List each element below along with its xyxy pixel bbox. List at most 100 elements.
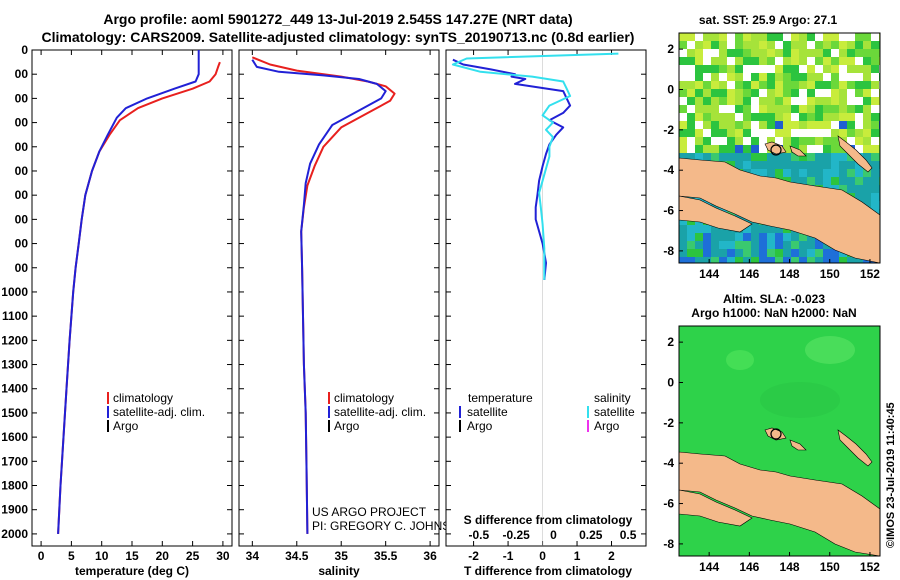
sst-cell	[743, 233, 751, 241]
sst-cell	[767, 105, 775, 113]
sst-cell	[839, 89, 847, 97]
sst-cell	[815, 137, 823, 145]
sst-cell	[759, 233, 767, 241]
depth-tick-label: 00	[15, 116, 29, 130]
sst-cell	[791, 137, 799, 145]
x-tick-label: 5	[68, 549, 75, 563]
sst-cell	[807, 153, 815, 161]
sst-cell	[807, 121, 815, 129]
sst-cell	[759, 89, 767, 97]
sst-cell	[799, 169, 807, 177]
sst-cell	[839, 161, 847, 169]
sst-cell	[775, 73, 783, 81]
sst-cell	[743, 57, 751, 65]
sst-cell	[823, 249, 831, 257]
sst-cell	[839, 81, 847, 89]
sst-cell	[751, 145, 759, 153]
map-x-tick-label: 150	[820, 560, 840, 574]
sst-cell	[863, 41, 871, 49]
sst-cell	[783, 57, 791, 65]
sst-cell	[871, 73, 879, 81]
sst-cell	[735, 153, 743, 161]
sst-cell	[679, 217, 687, 225]
sst-cell	[839, 57, 847, 65]
sst-cell	[695, 97, 703, 105]
sst-cell	[823, 113, 831, 121]
sst-cell	[799, 241, 807, 249]
sst-cell	[695, 249, 703, 257]
sst-cell	[735, 65, 743, 73]
sst-cell	[679, 241, 687, 249]
sst-cell	[871, 145, 879, 153]
s-diff-tick-label: 0	[550, 528, 557, 542]
sst-cell	[743, 97, 751, 105]
sst-cell	[711, 241, 719, 249]
sst-cell	[687, 153, 695, 161]
sst-cell	[863, 73, 871, 81]
sst-cell	[751, 49, 759, 57]
sst-cell	[703, 145, 711, 153]
salinity-xlabel: salinity	[318, 564, 360, 578]
sst-cell	[751, 41, 759, 49]
sst-cell	[863, 113, 871, 121]
sst-cell	[775, 257, 783, 263]
sst-cell	[847, 169, 855, 177]
temperature-xlabel: temperature (deg C)	[75, 564, 189, 578]
sst-cell	[831, 137, 839, 145]
sst-cell	[823, 81, 831, 89]
sst-cell	[783, 121, 791, 129]
sst-cell	[727, 65, 735, 73]
sst-cell	[759, 57, 767, 65]
sst-cell	[711, 121, 719, 129]
sst-cell	[807, 241, 815, 249]
series-line-satellite-adj-clim-	[251, 59, 387, 534]
sst-cell	[855, 41, 863, 49]
sst-cell	[751, 89, 759, 97]
sst-cell	[727, 97, 735, 105]
sst-cell	[847, 105, 855, 113]
sst-cell	[679, 145, 687, 153]
sst-cell	[695, 241, 703, 249]
sst-cell	[831, 249, 839, 257]
sst-cell	[799, 49, 807, 57]
sst-cell	[719, 233, 727, 241]
temperature-panel: 0000000000000000000100011001200130014001…	[1, 43, 233, 578]
sst-cell	[855, 113, 863, 121]
sst-cell	[847, 81, 855, 89]
sst-cell	[847, 161, 855, 169]
sst-cell	[695, 233, 703, 241]
sst-cell	[799, 129, 807, 137]
sst-cell	[855, 33, 863, 41]
sst-cell	[799, 121, 807, 129]
sst-cell	[815, 153, 823, 161]
sst-cell	[687, 81, 695, 89]
sst-cell	[751, 233, 759, 241]
x-tick-label: 36	[423, 549, 437, 563]
sst-cell	[815, 169, 823, 177]
sst-cell	[815, 105, 823, 113]
difference-panel: -2 -1 0 1 2 -0.5 -0.25 0 0.25 0.5 temperature sat…	[445, 49, 647, 578]
sst-cell	[871, 89, 879, 97]
map-y-tick-label: 2	[667, 335, 674, 349]
sla-map-title-line1: Altim. SLA: -0.023	[723, 292, 825, 306]
sst-cell	[839, 33, 847, 41]
sst-cell	[727, 249, 735, 257]
sst-cell	[719, 241, 727, 249]
sst-cell	[735, 145, 743, 153]
sst-cell	[679, 65, 687, 73]
difference-legend: temperature satellite Argo salinity sate…	[459, 391, 635, 433]
x-tick-label: -1	[503, 549, 514, 563]
project-credit: US ARGO PROJECT	[312, 505, 427, 519]
sst-cell	[815, 113, 823, 121]
sst-cell	[871, 185, 879, 193]
sst-cell	[751, 121, 759, 129]
sst-cell	[735, 97, 743, 105]
sst-cell	[711, 105, 719, 113]
depth-tick-label: 00	[15, 212, 29, 226]
sst-cell	[735, 129, 743, 137]
sst-cell	[815, 33, 823, 41]
sst-cell	[687, 257, 695, 263]
sst-cell	[783, 81, 791, 89]
sst-cell	[711, 225, 719, 233]
sst-cell	[783, 73, 791, 81]
